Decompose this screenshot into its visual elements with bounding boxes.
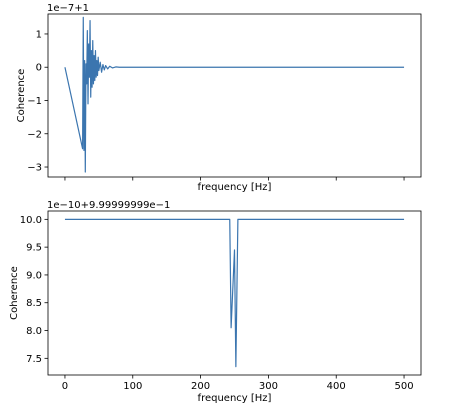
top-x-axis-label: frequency [Hz]: [198, 182, 272, 193]
top-y-tick-label: −2: [27, 129, 42, 140]
bottom-y-tick-label: 8.0: [26, 326, 42, 337]
bottom-y-axis-label: Coherence: [9, 266, 20, 320]
bottom-x-axis-label: frequency [Hz]: [198, 393, 272, 404]
bottom-x-tick-label: 100: [123, 381, 142, 392]
top-plot-area: 1 0 −1 −2 −3: [27, 16, 405, 181]
top-y-axis-label: Coherence: [16, 69, 27, 123]
bottom-y-tick-label: 10.0: [20, 215, 42, 226]
top-y-tick-label: 0: [36, 63, 42, 74]
bottom-axes-frame: [47, 210, 422, 376]
bottom-series-line: [64, 218, 405, 368]
bottom-x-tick-label: 200: [191, 381, 210, 392]
top-axes-frame: [47, 13, 422, 178]
top-y-tick-label: 1: [36, 29, 42, 40]
top-y-tick-label: −3: [27, 163, 42, 174]
top-y-tick-label: −1: [27, 96, 42, 107]
bottom-y-tick-label: 9.5: [26, 243, 42, 254]
bottom-plot-area: 0 100 200 300 400 500 10.0 9.5 9.0 8.5 8.0 7.5: [20, 215, 414, 392]
top-offset-text: 1e−7+1: [47, 3, 89, 14]
bottom-offset-text: 1e−10+9.99999999e−1: [47, 200, 170, 211]
bottom-x-tick-label: 500: [394, 381, 413, 392]
subplot-top: 1e−7+1 1 0 −1 −2 −3 frequency [Hz] Coherence: [16, 3, 422, 193]
bottom-x-tick-label: 400: [327, 381, 346, 392]
bottom-x-tick-label: 300: [259, 381, 278, 392]
subplot-bottom: 1e−10+9.99999999e−1 0 100 200 300 400 500 10.0…: [9, 200, 422, 404]
top-series-line: [64, 16, 405, 173]
bottom-y-tick-label: 7.5: [26, 354, 42, 365]
bottom-y-tick-label: 8.5: [26, 298, 42, 309]
bottom-y-tick-label: 9.0: [26, 270, 42, 281]
bottom-x-tick-label: 0: [62, 381, 68, 392]
